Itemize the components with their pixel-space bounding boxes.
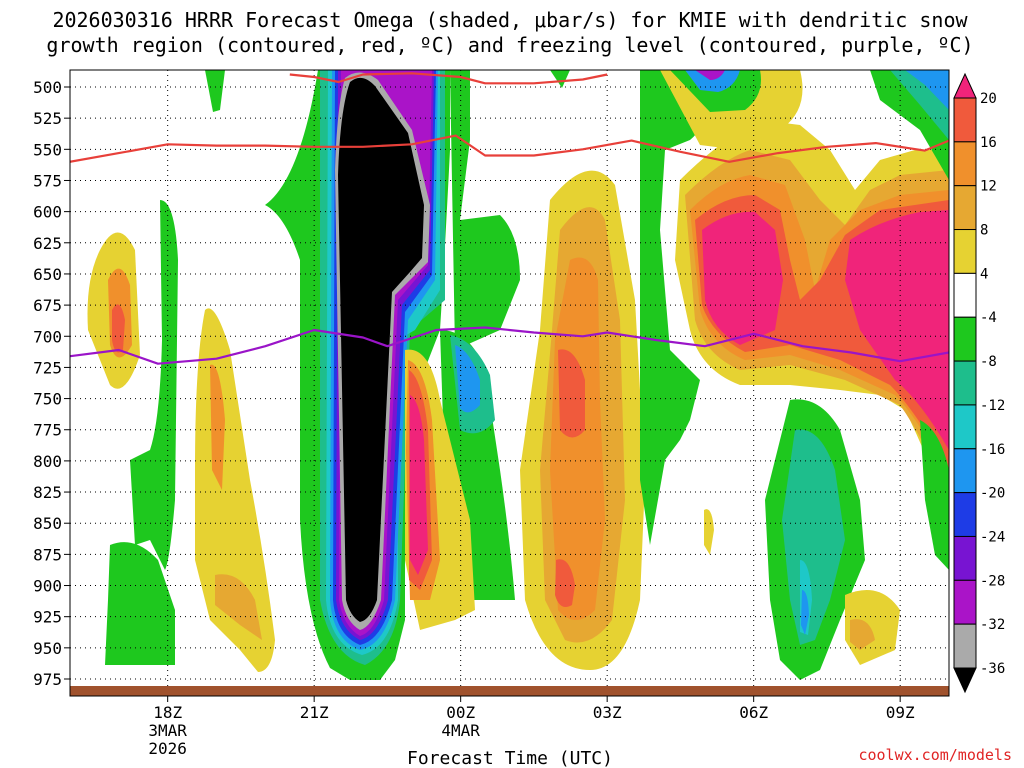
colorbar-label: -8 <box>980 354 997 370</box>
colorbar-swatch <box>953 316 977 362</box>
omega-region-21z-green-right <box>450 70 520 350</box>
contour-lines <box>70 72 949 365</box>
terrain-strip <box>70 686 949 696</box>
omega-region-left-green-low <box>105 542 175 665</box>
y-tick-label: 750 <box>33 390 62 409</box>
x-axis-title: Forecast Time (UTC) <box>407 748 613 768</box>
colorbar-label: -12 <box>980 398 1005 414</box>
series-line-0 <box>70 134 949 163</box>
omega-region-06z-yellow-spot <box>704 509 714 555</box>
colorbar-label: -28 <box>980 573 1005 589</box>
colorbar-label: -16 <box>980 442 1005 458</box>
colorbar-swatch <box>953 667 977 694</box>
omega-region-26z-red-low <box>555 559 575 608</box>
omega-region-right-pink <box>702 210 949 450</box>
colorbar-label: -4 <box>980 310 997 326</box>
x-tick-label: 09Z <box>886 703 915 722</box>
y-tick-label: 625 <box>33 234 62 253</box>
colorbar-swatch <box>953 623 977 669</box>
colorbar-label: 20 <box>980 91 997 107</box>
y-tick-label: 725 <box>33 358 62 377</box>
colorbar-swatch <box>953 97 977 143</box>
omega-region-right-top-blue <box>905 70 949 110</box>
colorbar-swatch <box>953 448 977 494</box>
omega-region-2330-pink <box>410 395 428 575</box>
omega-shading <box>87 70 949 680</box>
y-tick-label: 525 <box>33 109 62 128</box>
omega-region-left-green <box>130 200 178 570</box>
x-tick-label: 4MAR <box>441 721 480 740</box>
y-tick-label: 800 <box>33 452 62 471</box>
colorbar-swatch <box>953 579 977 625</box>
y-tick-label: 600 <box>33 203 62 222</box>
colorbar-label: 4 <box>980 266 988 282</box>
x-tick-label: 3MAR <box>148 721 187 740</box>
colorbar-label: 16 <box>980 135 997 151</box>
y-tick-label: 925 <box>33 608 62 627</box>
omega-region-left-red <box>112 304 125 353</box>
colorbar-swatch <box>953 404 977 450</box>
colorbar-swatch <box>953 72 977 99</box>
y-tick-label: 950 <box>33 639 62 658</box>
omega-region-right-edge-green <box>920 420 949 570</box>
omega-region-19z-orange <box>210 364 225 490</box>
series-line-1 <box>289 72 608 85</box>
y-tick-label: 875 <box>33 545 62 564</box>
colorbar-label: -36 <box>980 661 1005 677</box>
y-tick-label: 975 <box>33 670 62 689</box>
colorbar-swatch <box>953 360 977 406</box>
omega-region-04z-green <box>640 70 706 545</box>
omega-region-26z-orange <box>550 257 605 620</box>
colorbar-swatch <box>953 141 977 187</box>
omega-region-07z-teal <box>782 429 845 645</box>
omega-region-03z-green-top <box>550 70 570 88</box>
x-tick-label: 03Z <box>593 703 622 722</box>
y-tick-label: 825 <box>33 483 62 502</box>
colorbar-label: -32 <box>980 617 1005 633</box>
plot-frame <box>69 69 950 697</box>
x-tick-label: 06Z <box>739 703 768 722</box>
colorbar-label: -20 <box>980 486 1005 502</box>
colorbar: 20 16 12 8 4 -4 -8 -12 -16 -20 -24 -28 -32 -36 <box>953 72 1005 694</box>
y-tick-label: 900 <box>33 577 62 596</box>
y-tick-label: 575 <box>33 171 62 190</box>
colorbar-swatch <box>953 535 977 581</box>
omega-region-21z-black-core <box>338 77 424 623</box>
y-tick-label: 700 <box>33 327 62 346</box>
colorbar-label: -24 <box>980 529 1005 545</box>
credit-text: coolwx.com/models <box>858 746 1012 764</box>
x-tick-label: 21Z <box>300 703 329 722</box>
colorbar-label: 12 <box>980 179 997 195</box>
x-tick-label: 18Z <box>153 703 182 722</box>
x-tick-label: 00Z <box>446 703 475 722</box>
omega-region-26z-red <box>558 349 585 438</box>
y-tick-label: 675 <box>33 296 62 315</box>
y-axis: 500 525 550 575 600 625 650 675 700 725 750 775 800 8… <box>33 78 70 689</box>
omega-region-07z-gold-low <box>850 619 875 650</box>
y-tick-label: 550 <box>33 140 62 159</box>
x-tick-label: 2026 <box>148 739 187 758</box>
series-line-2 <box>70 326 949 365</box>
colorbar-swatch <box>953 185 977 231</box>
omega-region-05z-purple-top <box>695 70 725 80</box>
colorbar-swatch <box>953 492 977 537</box>
chart-title-line2: growth region (contoured, red, ºC) and f… <box>46 33 973 57</box>
y-tick-label: 500 <box>33 78 62 97</box>
y-tick-label: 650 <box>33 265 62 284</box>
colorbar-swatch <box>953 229 977 274</box>
chart-title-line1: 2026030316 HRRR Forecast Omega (shaded, … <box>52 8 968 32</box>
omega-region-00z-blue <box>455 345 480 413</box>
omega-region-20z-green-top <box>205 70 225 112</box>
omega-region-07z-blue <box>801 590 809 635</box>
y-tick-label: 775 <box>33 421 62 440</box>
omega-region-19z-orange-low <box>215 574 262 640</box>
colorbar-label: 8 <box>980 223 988 239</box>
colorbar-swatch <box>953 272 977 318</box>
omega-region-05z-blue-top <box>685 70 740 92</box>
y-tick-label: 850 <box>33 514 62 533</box>
